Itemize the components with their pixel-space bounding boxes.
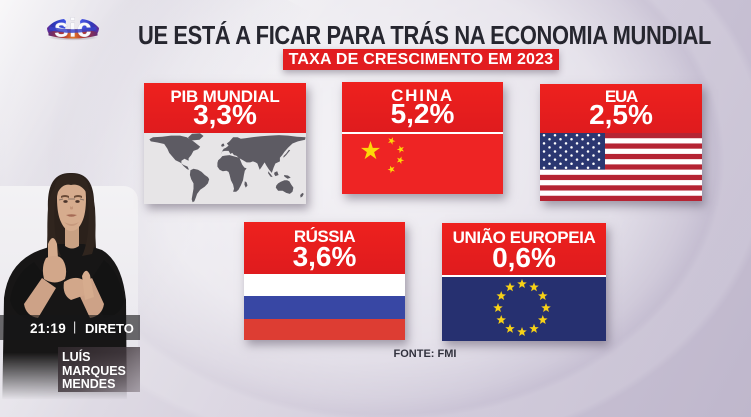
svg-text:sic: sic <box>54 14 92 41</box>
